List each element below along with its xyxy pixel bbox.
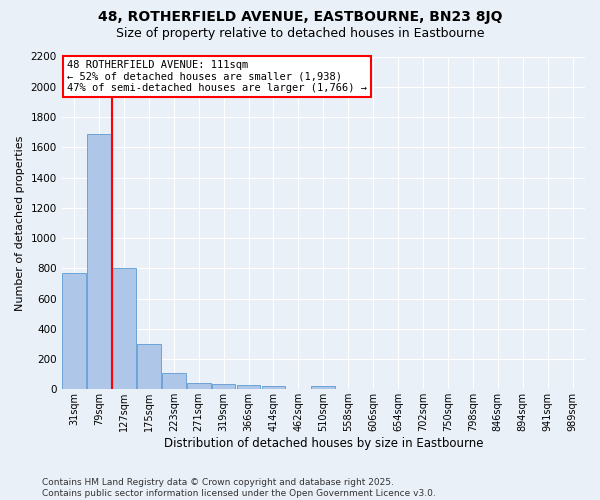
Bar bbox=[137, 344, 161, 390]
Bar bbox=[262, 386, 286, 390]
Bar bbox=[187, 383, 211, 390]
Bar bbox=[237, 385, 260, 390]
Y-axis label: Number of detached properties: Number of detached properties bbox=[15, 135, 25, 310]
Text: 48 ROTHERFIELD AVENUE: 111sqm
← 52% of detached houses are smaller (1,938)
47% o: 48 ROTHERFIELD AVENUE: 111sqm ← 52% of d… bbox=[67, 60, 367, 93]
Text: 48, ROTHERFIELD AVENUE, EASTBOURNE, BN23 8JQ: 48, ROTHERFIELD AVENUE, EASTBOURNE, BN23… bbox=[98, 10, 502, 24]
Text: Contains HM Land Registry data © Crown copyright and database right 2025.
Contai: Contains HM Land Registry data © Crown c… bbox=[42, 478, 436, 498]
Bar bbox=[112, 268, 136, 390]
Bar bbox=[212, 384, 235, 390]
Bar bbox=[87, 134, 111, 390]
Bar bbox=[162, 372, 185, 390]
Text: Size of property relative to detached houses in Eastbourne: Size of property relative to detached ho… bbox=[116, 28, 484, 40]
Bar bbox=[62, 273, 86, 390]
Bar bbox=[311, 386, 335, 390]
X-axis label: Distribution of detached houses by size in Eastbourne: Distribution of detached houses by size … bbox=[164, 437, 483, 450]
